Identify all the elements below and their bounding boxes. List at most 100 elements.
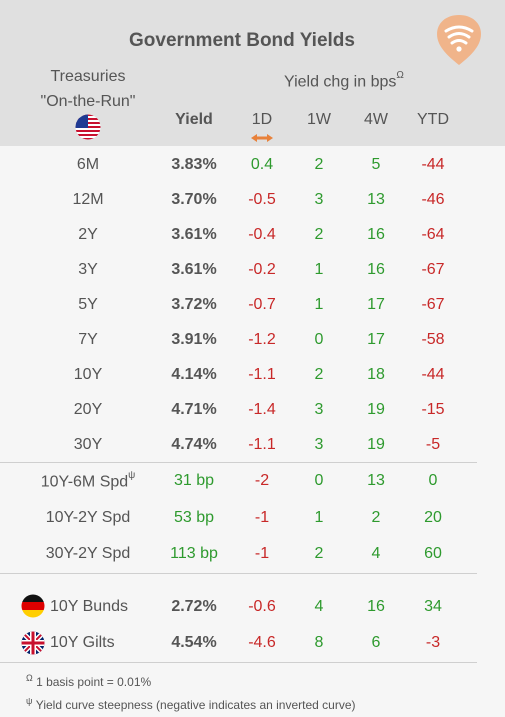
row-4w: 16 <box>367 226 385 243</box>
row-1d: -1.1 <box>248 436 276 453</box>
row-label-3y: 3Y <box>78 261 98 278</box>
row-1d: -1.2 <box>248 331 276 348</box>
spread-1d: -1 <box>254 545 270 562</box>
spread-4w: 13 <box>367 472 385 489</box>
intl-ytd: 34 <box>424 598 442 615</box>
spread-ytd: 60 <box>424 545 442 562</box>
spread-label: 10Y-6M Spdψ <box>40 470 136 491</box>
row-ytd: -5 <box>425 436 441 453</box>
intl-yield: 4.54% <box>171 634 217 651</box>
spread-4w: 2 <box>371 509 381 526</box>
row-yield: 3.83% <box>171 156 217 173</box>
row-yield: 3.91% <box>171 331 217 348</box>
row-ytd: -64 <box>421 226 445 243</box>
row-1d: -1.1 <box>248 366 276 383</box>
row-label-20y: 20Y <box>73 401 103 418</box>
footnote-basis-point: Ω 1 basis point = 0.01% <box>26 673 152 689</box>
row-ytd: -58 <box>421 331 445 348</box>
divider-spreads <box>0 462 477 463</box>
spread-value: 53 bp <box>173 509 215 526</box>
row-1w: 2 <box>314 156 324 173</box>
row-4w: 18 <box>367 366 385 383</box>
row-1d: -1.4 <box>248 401 276 418</box>
row-label-10y: 10Y <box>73 366 103 383</box>
row-yield: 4.74% <box>171 436 217 453</box>
spread-1w: 1 <box>314 509 324 526</box>
spread-1d: -2 <box>254 472 270 489</box>
col-ytd[interactable]: YTD <box>417 111 449 128</box>
row-1w: 3 <box>314 401 324 418</box>
on-the-run-label: "On-the-Run" <box>40 93 136 110</box>
col-1w[interactable]: 1W <box>307 111 331 128</box>
col-yield: Yield <box>175 111 213 128</box>
spread-ytd: 20 <box>424 509 442 526</box>
germany-flag-icon <box>21 594 45 618</box>
row-4w: 17 <box>367 296 385 313</box>
row-label-7y: 7Y <box>78 331 98 348</box>
intl-label: 10Y Gilts <box>50 634 115 651</box>
row-label-6m: 6M <box>76 156 100 173</box>
intl-ytd: -3 <box>425 634 441 651</box>
row-1w: 1 <box>314 261 324 278</box>
row-label-2y: 2Y <box>78 226 98 243</box>
col-1d[interactable]: 1D <box>251 111 273 128</box>
page-title: Government Bond Yields <box>129 30 355 51</box>
intl-4w: 16 <box>367 598 385 615</box>
row-yield: 3.72% <box>171 296 217 313</box>
row-4w: 17 <box>367 331 385 348</box>
us-flag-icon <box>75 114 101 140</box>
row-yield: 3.61% <box>171 261 217 278</box>
row-ytd: -46 <box>421 191 445 208</box>
spread-1w: 0 <box>314 472 324 489</box>
spread-1w: 2 <box>314 545 324 562</box>
spread-value: 31 bp <box>173 472 215 489</box>
intl-1d: -4.6 <box>248 634 276 651</box>
row-label-12m: 12M <box>72 191 104 208</box>
intl-1d: -0.6 <box>248 598 276 615</box>
row-label-5y: 5Y <box>78 296 98 313</box>
row-yield: 4.71% <box>171 401 217 418</box>
row-yield: 3.70% <box>171 191 217 208</box>
row-1w: 0 <box>314 331 324 348</box>
spread-ytd: 0 <box>428 472 438 489</box>
row-4w: 19 <box>367 401 385 418</box>
row-label-30y: 30Y <box>73 436 103 453</box>
intl-4w: 6 <box>371 634 381 651</box>
row-ytd: -44 <box>421 156 445 173</box>
row-ytd: -15 <box>421 401 445 418</box>
row-1d: -0.2 <box>248 261 276 278</box>
intl-1w: 4 <box>314 598 324 615</box>
divider-footnotes <box>0 662 477 663</box>
intl-label: 10Y Bunds <box>50 598 128 615</box>
row-1d: -0.7 <box>248 296 276 313</box>
divider-intl <box>0 573 477 574</box>
row-1d: -0.5 <box>248 191 276 208</box>
row-4w: 13 <box>367 191 385 208</box>
row-1w: 2 <box>314 226 324 243</box>
col-4w[interactable]: 4W <box>364 111 388 128</box>
uk-flag-icon <box>21 631 45 655</box>
row-yield: 4.14% <box>171 366 217 383</box>
spread-label: 10Y-2Y Spd <box>45 509 131 526</box>
row-1d: -0.4 <box>248 226 276 243</box>
treasuries-label: Treasuries <box>50 68 126 85</box>
fan-signal-logo <box>437 15 481 65</box>
spread-4w: 4 <box>371 545 381 562</box>
intl-yield: 2.72% <box>171 598 217 615</box>
spread-label: 30Y-2Y Spd <box>45 545 131 562</box>
row-1w: 3 <box>314 436 324 453</box>
row-ytd: -44 <box>421 366 445 383</box>
row-4w: 19 <box>367 436 385 453</box>
row-1d: 0.4 <box>250 156 274 173</box>
row-ytd: -67 <box>421 296 445 313</box>
row-yield: 3.61% <box>171 226 217 243</box>
intl-1w: 8 <box>314 634 324 651</box>
row-4w: 5 <box>371 156 381 173</box>
row-1w: 3 <box>314 191 324 208</box>
left-right-arrow-icon[interactable] <box>250 133 274 143</box>
row-4w: 16 <box>367 261 385 278</box>
footnote-steepness: ψ Yield curve steepness (negative indica… <box>26 696 356 712</box>
yield-chg-label: Yield chg in bpsΩ <box>284 70 404 91</box>
row-1w: 2 <box>314 366 324 383</box>
spread-1d: -1 <box>254 509 270 526</box>
